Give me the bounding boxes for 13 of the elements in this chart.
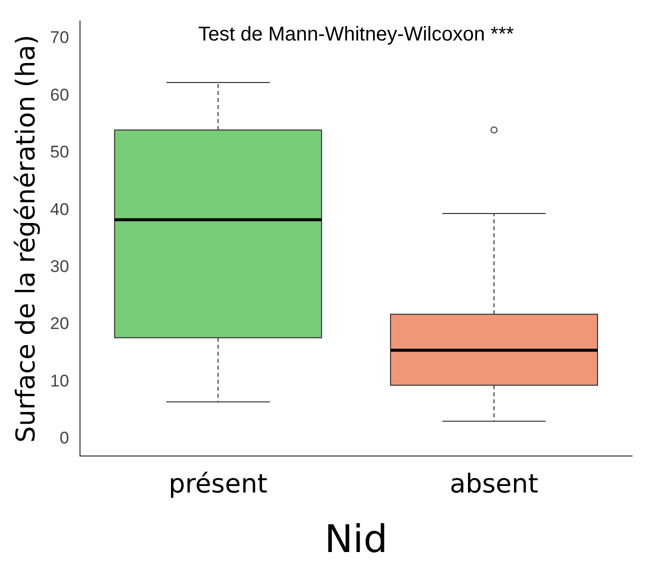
x-tick-label: présent bbox=[168, 470, 268, 500]
y-tick-label: 0 bbox=[60, 428, 70, 448]
y-tick-label: 40 bbox=[50, 200, 70, 219]
y-tick-label: 30 bbox=[50, 257, 70, 276]
annotation: Test de Mann-Whitney-Wilcoxon *** bbox=[198, 24, 514, 46]
x-axis-title: Nid bbox=[324, 517, 388, 562]
y-tick-label: 50 bbox=[50, 142, 70, 162]
y-tick-label: 10 bbox=[50, 371, 70, 390]
y-tick-label: 60 bbox=[50, 85, 70, 104]
y-tick-label: 20 bbox=[50, 314, 70, 334]
x-tick-label: absent bbox=[450, 470, 538, 500]
y-axis-title: Surface de la régénération (ha) bbox=[11, 34, 42, 443]
y-tick-label: 70 bbox=[50, 28, 70, 48]
